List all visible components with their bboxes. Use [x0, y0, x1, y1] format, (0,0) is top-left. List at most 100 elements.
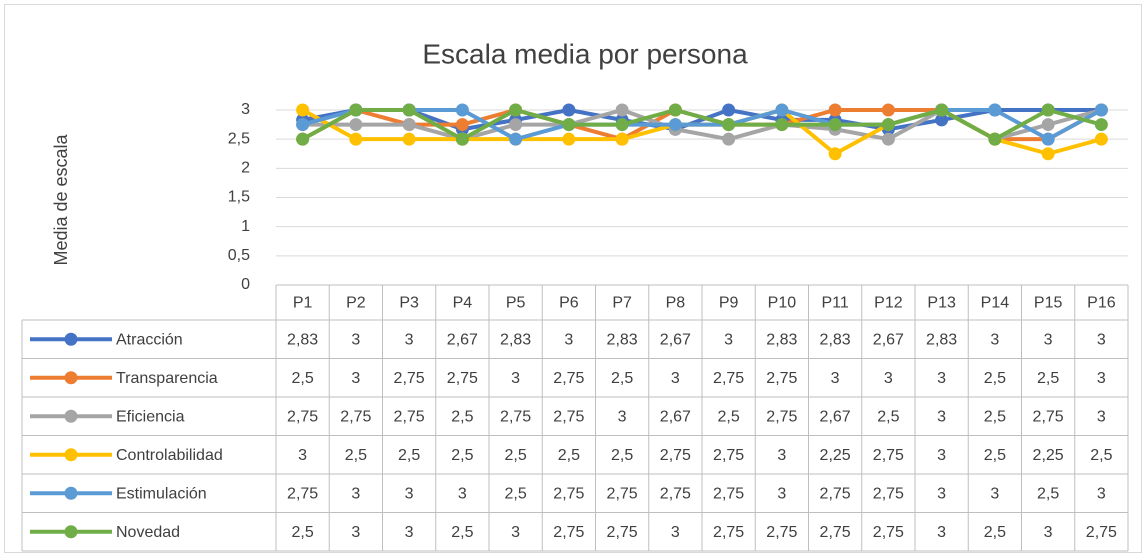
table-cell: 2,75	[340, 408, 371, 425]
chart-border	[4, 4, 1142, 553]
table-cell: 2,75	[820, 524, 851, 541]
marker	[509, 132, 523, 146]
marker	[402, 103, 416, 117]
table-cell: 2,75	[1033, 408, 1064, 425]
marker	[881, 118, 895, 132]
table-cell: 2,75	[287, 408, 318, 425]
table-cell: 2,83	[766, 331, 797, 348]
table-cell: 2,5	[451, 524, 473, 541]
table-cell: 3	[937, 447, 946, 464]
marker	[455, 118, 469, 132]
table-cell: 2,5	[984, 370, 1006, 387]
x-tick-label: P10	[768, 295, 797, 312]
table-cell: 2,75	[873, 447, 904, 464]
marker	[775, 118, 789, 132]
table-cell: 3	[458, 485, 467, 502]
legend-marker	[64, 409, 78, 423]
marker	[1041, 103, 1055, 117]
table-cell: 2,5	[1037, 370, 1059, 387]
table-cell: 3	[298, 447, 307, 464]
table-cell: 2,83	[926, 331, 957, 348]
marker	[1041, 147, 1055, 161]
marker	[296, 118, 310, 132]
legend-label: Eficiencia	[116, 408, 185, 425]
table-cell: 2,5	[718, 408, 740, 425]
marker	[935, 113, 949, 127]
table-cell: 2,75	[820, 485, 851, 502]
y-tick-label: 1	[241, 218, 250, 235]
table-cell: 3	[511, 370, 520, 387]
table-cell: 2,67	[447, 331, 478, 348]
x-tick-label: P5	[506, 295, 526, 312]
y-axis-title: Media de escala	[51, 133, 71, 265]
table-cell: 2,5	[1090, 447, 1112, 464]
y-tick-label: 0	[241, 276, 250, 293]
marker	[881, 132, 895, 146]
legend-label: Atracción	[116, 331, 183, 348]
table-cell: 2,75	[394, 408, 425, 425]
x-tick-label: P4	[453, 295, 473, 312]
table-cell: 2,75	[766, 524, 797, 541]
table-cell: 3	[724, 331, 733, 348]
marker	[349, 132, 363, 146]
table-cell: 2,67	[660, 331, 691, 348]
table-cell: 3	[1097, 370, 1106, 387]
table-cell: 2,75	[766, 370, 797, 387]
table-cell: 3	[351, 524, 360, 541]
marker	[881, 103, 895, 117]
table-cell: 2,83	[607, 331, 638, 348]
table-cell: 2,75	[873, 485, 904, 502]
marker	[296, 132, 310, 146]
marker	[935, 103, 949, 117]
table-cell: 2,67	[820, 408, 851, 425]
x-tick-label: P2	[346, 295, 366, 312]
x-tick-label: P8	[666, 295, 686, 312]
x-tick-label: P16	[1087, 295, 1116, 312]
table-cell: 2,75	[553, 408, 584, 425]
table-cell: 3	[937, 370, 946, 387]
marker	[828, 103, 842, 117]
table-cell: 2,75	[873, 524, 904, 541]
y-tick-label: 2,5	[228, 130, 250, 147]
table-cell: 2,75	[766, 408, 797, 425]
marker	[296, 103, 310, 117]
x-tick-label: P15	[1034, 295, 1063, 312]
table-cell: 2,75	[660, 485, 691, 502]
marker	[615, 103, 629, 117]
table-cell: 2,75	[500, 408, 531, 425]
x-tick-label: P3	[399, 295, 419, 312]
table-cell: 3	[937, 485, 946, 502]
table-cell: 3	[405, 524, 414, 541]
table-cell: 2,5	[345, 447, 367, 464]
marker	[1094, 118, 1108, 132]
table-cell: 2,5	[292, 524, 314, 541]
marker	[668, 103, 682, 117]
table-cell: 3	[1044, 524, 1053, 541]
table-cell: 3	[1097, 485, 1106, 502]
x-tick-label: P1	[293, 295, 313, 312]
table-cell: 2,75	[607, 485, 638, 502]
table-cell: 3	[1097, 331, 1106, 348]
table-cell: 3	[351, 370, 360, 387]
table-cell: 3	[405, 331, 414, 348]
table-cell: 3	[990, 485, 999, 502]
legend-marker	[64, 448, 78, 462]
marker	[509, 118, 523, 132]
marker	[722, 132, 736, 146]
table-cell: 2,75	[553, 370, 584, 387]
table-cell: 2,75	[713, 524, 744, 541]
marker	[615, 118, 629, 132]
table-cell: 2,5	[505, 447, 527, 464]
series-line	[301, 108, 1102, 142]
table-cell: 3	[564, 331, 573, 348]
table-cell: 2,5	[984, 524, 1006, 541]
marker	[988, 132, 1002, 146]
table-cell: 2,5	[398, 447, 420, 464]
legend-marker	[64, 486, 78, 500]
x-tick-label: P7	[612, 295, 632, 312]
marker	[615, 132, 629, 146]
x-tick-label: P6	[559, 295, 579, 312]
chart-title: Escala media por persona	[422, 38, 748, 69]
marker	[1094, 103, 1108, 117]
